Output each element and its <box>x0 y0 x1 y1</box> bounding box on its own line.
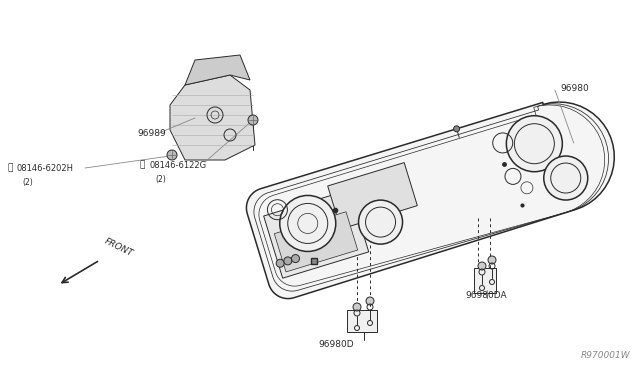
Text: (2): (2) <box>22 178 33 187</box>
Text: R970001W: R970001W <box>580 351 630 360</box>
Bar <box>474 268 496 293</box>
Circle shape <box>276 259 284 267</box>
Circle shape <box>366 297 374 305</box>
Circle shape <box>454 126 460 132</box>
Text: (2): (2) <box>155 175 166 184</box>
Circle shape <box>248 115 258 125</box>
Text: 08146-6122G: 08146-6122G <box>149 160 206 170</box>
Text: Ⓑ: Ⓑ <box>140 160 145 170</box>
Text: 96980DA: 96980DA <box>465 291 507 299</box>
Circle shape <box>488 256 496 264</box>
Text: FRONT: FRONT <box>103 237 134 258</box>
Circle shape <box>167 150 177 160</box>
Circle shape <box>291 254 300 263</box>
Circle shape <box>506 116 563 172</box>
Polygon shape <box>264 190 369 278</box>
Bar <box>347 310 377 332</box>
Polygon shape <box>246 102 614 299</box>
Polygon shape <box>170 75 255 160</box>
Text: 96980D: 96980D <box>318 340 354 349</box>
Polygon shape <box>185 55 250 85</box>
Circle shape <box>478 262 486 270</box>
Circle shape <box>284 257 292 265</box>
Text: 96980: 96980 <box>560 83 589 93</box>
Polygon shape <box>328 163 417 229</box>
Circle shape <box>544 156 588 200</box>
Circle shape <box>280 195 336 251</box>
Text: 96989: 96989 <box>137 128 166 138</box>
Circle shape <box>358 200 403 244</box>
Polygon shape <box>275 212 358 272</box>
Circle shape <box>353 303 361 311</box>
Text: 08146-6202H: 08146-6202H <box>16 164 73 173</box>
Text: Ⓑ: Ⓑ <box>7 164 12 173</box>
